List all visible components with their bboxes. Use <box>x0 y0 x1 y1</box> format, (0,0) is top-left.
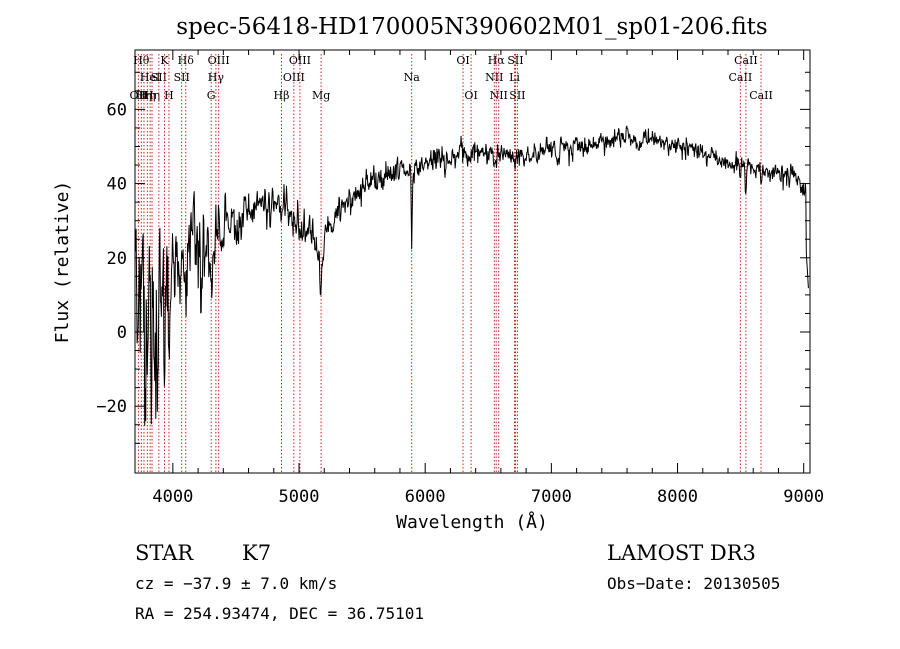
line-marker-label: NII <box>490 89 508 102</box>
spectrum-line <box>135 125 809 426</box>
line-marker-label: Hη <box>136 89 152 102</box>
x-tick-label: 8000 <box>657 487 698 507</box>
redshift-text: cz = −37.9 ± 7.0 km/s <box>135 574 337 593</box>
line-marker-group: OIIHθHηHηHeIHηSIIKHSIIHδGHγOIIIHβOIIIOII… <box>130 54 773 473</box>
line-marker-label: Hγ <box>208 71 225 84</box>
line-marker-label: Na <box>404 71 421 84</box>
line-marker-label: Hβ <box>274 89 290 102</box>
line-marker-label: HeI <box>140 71 160 84</box>
line-marker-label: Hη <box>144 89 160 102</box>
y-tick-label: −20 <box>96 397 127 417</box>
line-marker-label: OI <box>464 89 477 102</box>
y-axis: −20 0 20 40 60 <box>96 71 810 444</box>
plot-frame <box>134 49 811 474</box>
line-marker-label: H <box>164 89 174 102</box>
line-marker-label: SII <box>509 89 525 102</box>
chart-title: spec-56418-HD170005N390602M01_sp01-206.f… <box>176 14 767 40</box>
x-tick-label: 9000 <box>783 487 824 507</box>
line-marker-label: SII <box>507 54 523 67</box>
line-marker-label: SII <box>151 71 167 84</box>
y-tick-label: 0 <box>117 323 127 343</box>
line-marker-label: Hη <box>139 89 155 102</box>
line-marker-label: OIII <box>208 54 230 67</box>
line-marker-label: CaII <box>749 89 773 102</box>
line-marker-label: OII <box>130 89 148 102</box>
line-marker-label: Hδ <box>178 54 195 67</box>
y-axis-label: Flux (relative) <box>52 181 73 344</box>
object-class: STAR <box>135 541 194 565</box>
y-tick-label: 40 <box>107 175 127 195</box>
line-marker-label: Li <box>509 71 520 84</box>
object-subclass: K7 <box>242 541 271 565</box>
x-tick-label: 6000 <box>405 487 446 507</box>
line-marker-label: Hθ <box>133 54 150 67</box>
line-marker-label: G <box>207 89 216 102</box>
line-marker-label: CaII <box>729 71 753 84</box>
line-marker-label: NII <box>485 71 503 84</box>
line-marker-label: CaII <box>734 54 758 67</box>
x-axis: 4000 5000 6000 7000 8000 9000 <box>152 50 824 507</box>
survey-name: LAMOST DR3 <box>607 541 756 565</box>
line-marker-label: Hα <box>488 54 506 67</box>
line-marker-label: Mg <box>312 89 330 102</box>
line-marker-label: OIII <box>283 71 305 84</box>
line-marker-label: OIII <box>289 54 311 67</box>
x-tick-label: 4000 <box>152 487 193 507</box>
coordinates-text: RA = 254.93474, DEC = 36.75101 <box>135 604 424 623</box>
x-tick-label: 5000 <box>279 487 320 507</box>
x-tick-label: 7000 <box>531 487 572 507</box>
obs-date-text: Obs−Date: 20130505 <box>607 574 780 593</box>
y-tick-label: 60 <box>107 100 127 120</box>
line-marker-label: K <box>160 54 169 67</box>
line-marker-label: SII <box>174 71 190 84</box>
y-tick-label: 20 <box>107 249 127 269</box>
x-axis-label: Wavelength (Å) <box>396 511 548 533</box>
line-marker-label: OI <box>456 54 469 67</box>
